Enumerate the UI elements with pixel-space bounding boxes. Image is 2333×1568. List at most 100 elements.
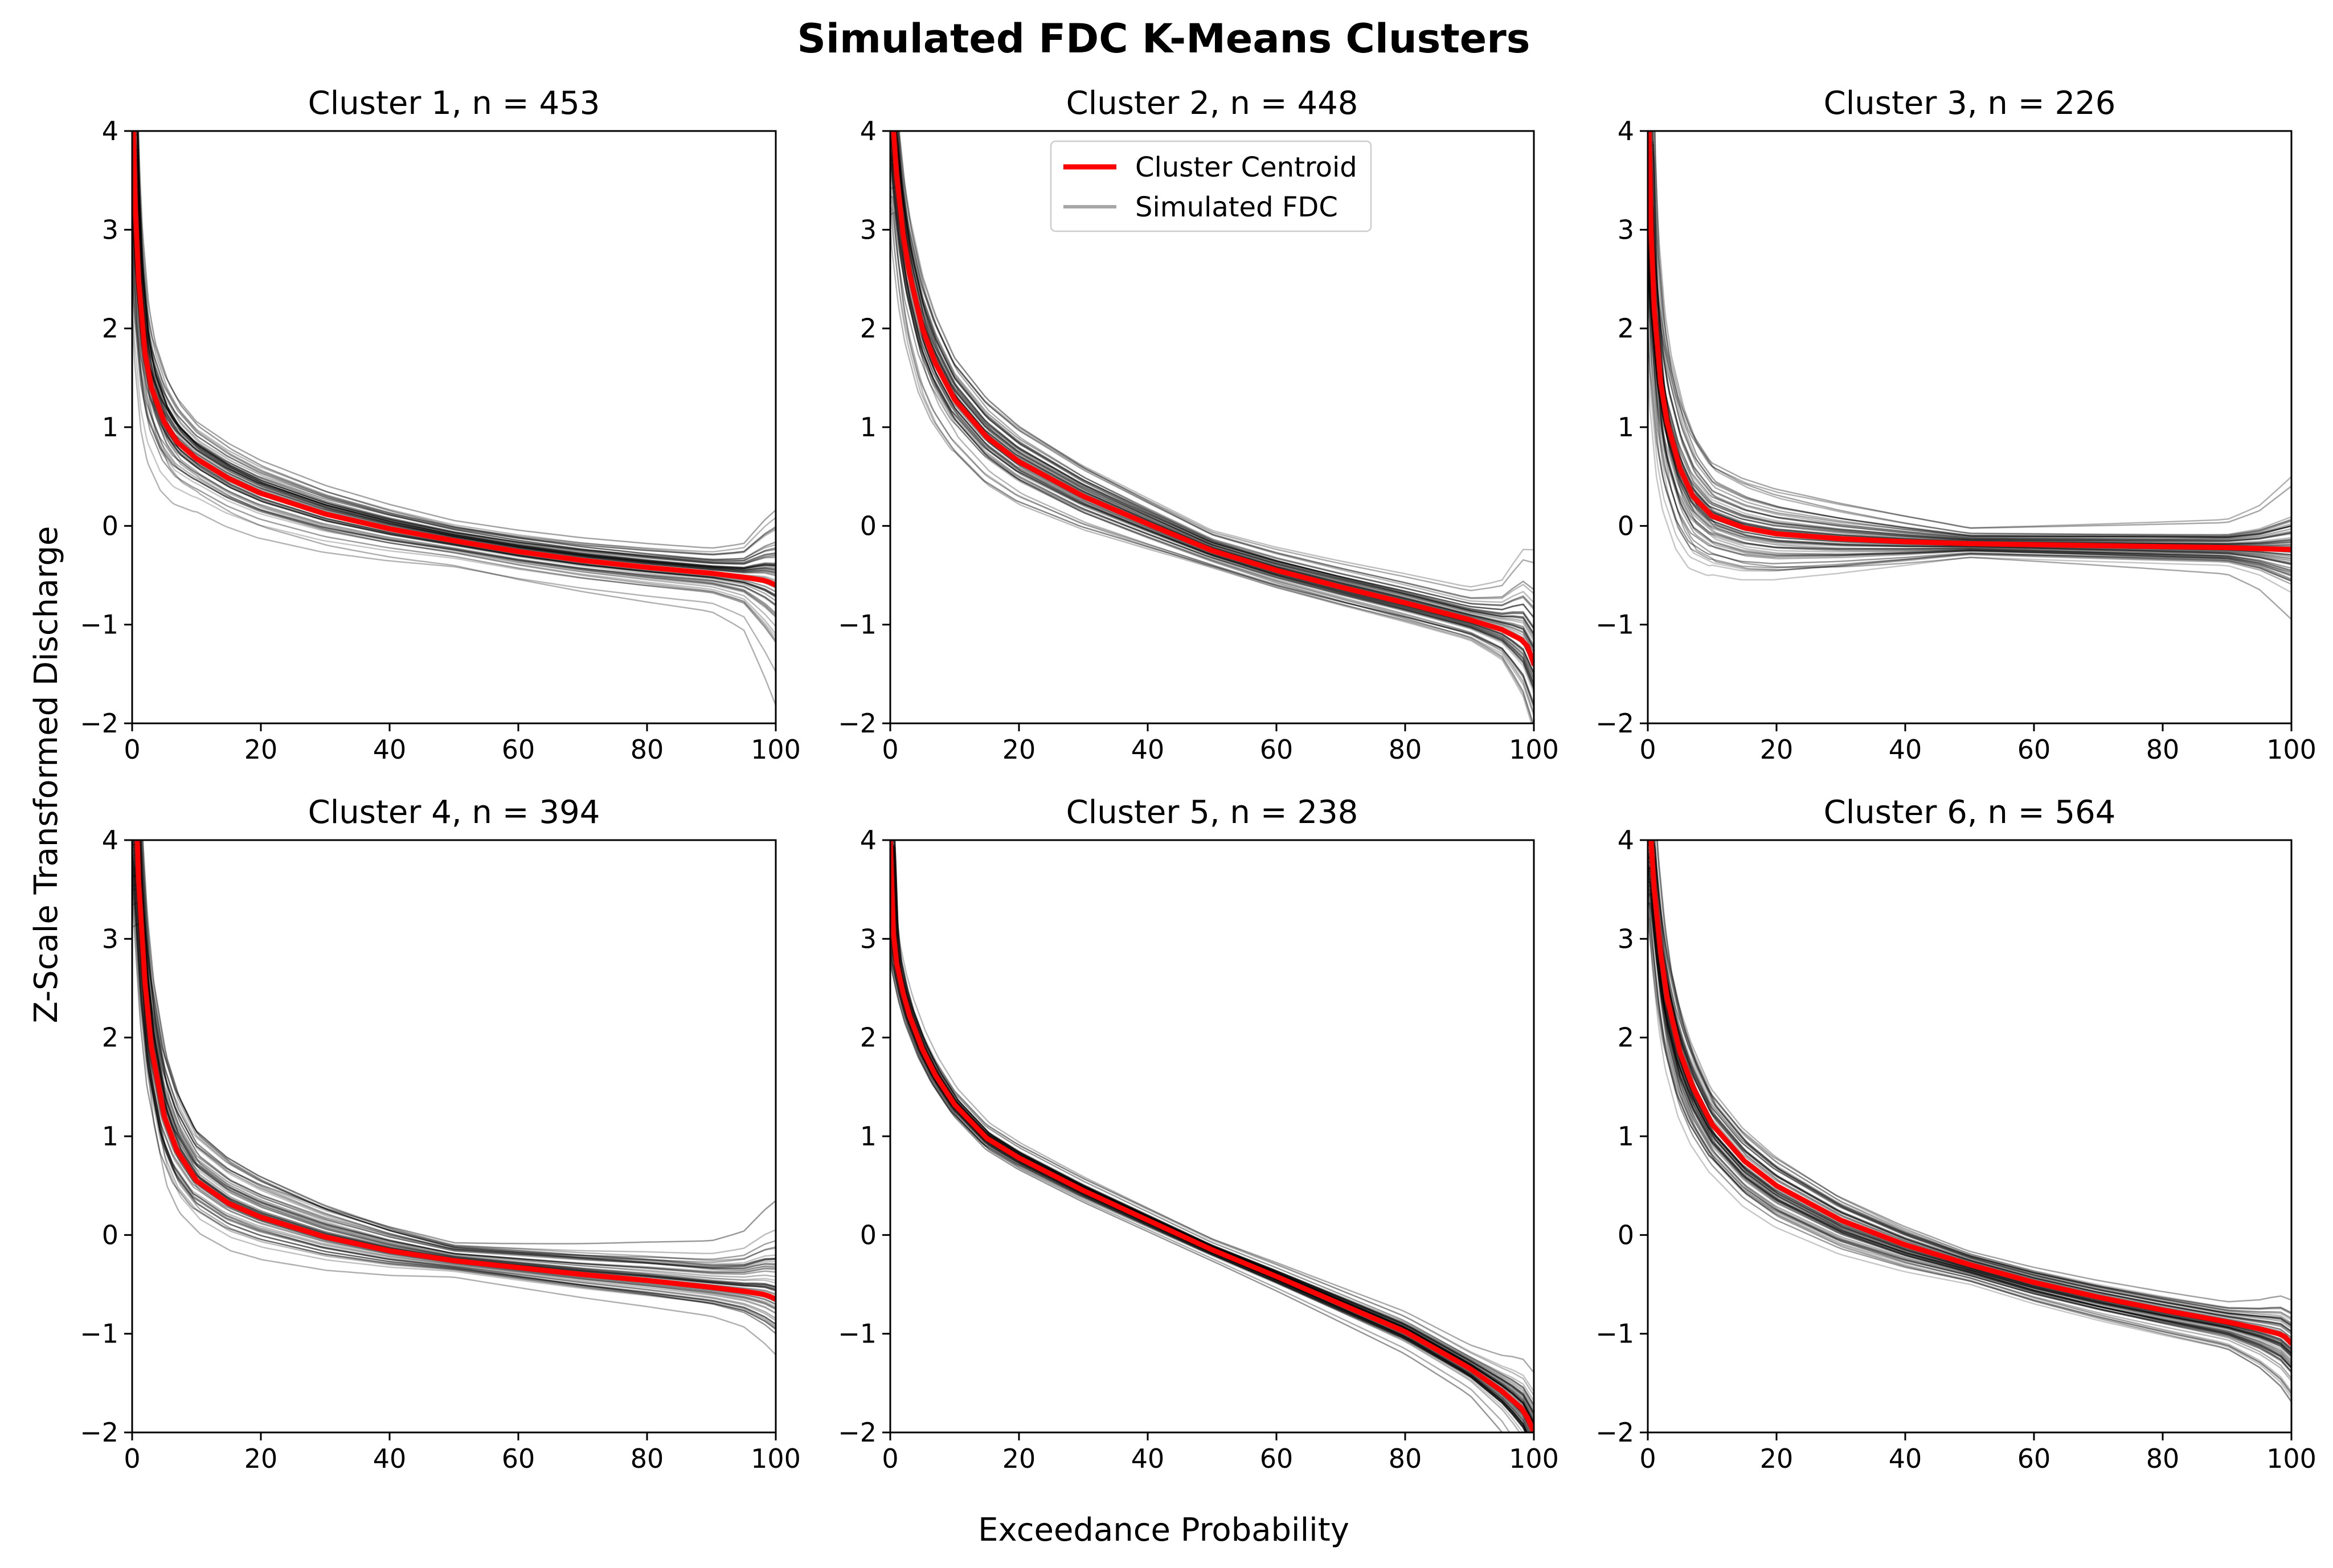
subplot-title: Cluster 2, n = 448	[1066, 85, 1358, 122]
simulated-fdc-line	[895, 131, 1534, 610]
x-tick-label: 60	[502, 734, 535, 765]
x-tick-label: 100	[751, 734, 801, 765]
simulated-fdc-line	[132, 867, 776, 1319]
simulated-fdc-line	[1648, 861, 2291, 1379]
simulated-fdc-line	[890, 159, 1534, 679]
x-tick-label: 40	[373, 734, 407, 765]
y-tick-label: 0	[1618, 510, 1634, 541]
y-tick-label: −1	[80, 609, 118, 640]
x-tick-label: 60	[502, 1443, 535, 1474]
simulated-fdc-line	[1652, 840, 2291, 1338]
simulated-fdc-line	[142, 840, 776, 1274]
legend-box	[1050, 140, 1372, 232]
simulated-fdc-line	[134, 131, 776, 565]
x-tick-label: 0	[1639, 734, 1656, 765]
y-tick-label: 2	[860, 1022, 877, 1053]
simulated-fdc-line	[1648, 131, 2291, 544]
simulated-fdc-line	[1651, 131, 2291, 542]
subplot-title: Cluster 4, n = 394	[308, 794, 600, 831]
simulated-fdc-line	[1648, 206, 2291, 585]
simulated-fdc-line	[890, 913, 1534, 1407]
x-tick-label: 0	[124, 1443, 140, 1474]
simulated-fdc-line	[1648, 145, 2291, 556]
simulated-fdc-line	[1648, 172, 2291, 572]
simulated-fdc-line	[1648, 325, 2291, 573]
simulated-fdc-line	[891, 840, 1534, 1421]
simulated-fdc-line	[140, 840, 776, 1288]
x-tick-label: 20	[244, 734, 278, 765]
subplot-title: Cluster 3, n = 226	[1824, 85, 2116, 122]
cluster-centroid-line	[132, 131, 776, 588]
x-tick-label: 20	[1760, 1443, 1794, 1474]
simulated-fdc-line	[1648, 185, 2291, 620]
y-tick-label: −2	[1595, 1417, 1634, 1448]
simulated-fdc-line	[132, 865, 776, 1315]
simulated-fdc-line	[132, 144, 776, 593]
simulated-fdc-line	[890, 154, 1534, 694]
x-tick-label: 80	[2146, 1443, 2180, 1474]
simulated-fdc-line	[134, 131, 776, 549]
y-tick-label: 2	[1618, 1022, 1634, 1053]
simulated-fdc-line	[137, 131, 776, 552]
simulated-fdc-line	[1648, 855, 2291, 1353]
simulated-fdc-line	[890, 840, 1534, 1373]
simulated-fdc-line	[132, 255, 776, 634]
y-tick-label: 2	[102, 313, 118, 344]
x-tick-label: 20	[1760, 734, 1794, 765]
subplot-title: Cluster 6, n = 564	[1824, 794, 2116, 831]
subplot-title: Cluster 1, n = 453	[308, 85, 600, 122]
simulated-fdc-line	[132, 193, 776, 564]
simulated-fdc-line	[136, 840, 776, 1265]
simulated-fdc-line	[890, 159, 1534, 714]
simulated-fdc-line	[1648, 892, 2291, 1403]
simulated-fdc-line	[132, 187, 776, 575]
simulated-fdc-line	[139, 840, 776, 1292]
simulated-fdc-line	[1648, 131, 2291, 543]
simulated-fdc-line	[898, 131, 1534, 650]
simulated-fdc-line	[894, 131, 1534, 639]
simulated-fdc-line	[137, 131, 776, 574]
simulated-fdc-line	[895, 131, 1534, 636]
simulated-fdc-line	[1649, 840, 2291, 1321]
y-tick-label: 2	[1618, 313, 1634, 344]
y-tick-label: 1	[860, 412, 877, 443]
simulated-fdc-line	[1648, 865, 2291, 1369]
x-tick-label: 100	[2266, 734, 2316, 765]
simulated-fdc-line	[1648, 869, 2291, 1358]
simulated-fdc-line	[894, 840, 1534, 1410]
simulated-fdc-line	[1648, 866, 2291, 1354]
simulated-fdc-line	[137, 840, 776, 1263]
simulated-fdc-line	[136, 840, 776, 1291]
x-tick-label: 60	[2017, 734, 2051, 765]
simulated-fdc-line	[1656, 840, 2291, 1327]
simulated-fdc-line	[1648, 148, 2291, 575]
simulated-fdc-line	[890, 140, 1534, 690]
simulated-fdc-line	[1648, 853, 2291, 1352]
x-tick-label: 80	[1389, 1443, 1422, 1474]
y-tick-label: 3	[860, 214, 877, 245]
x-tick-label: 100	[1509, 734, 1559, 765]
figure-title: Simulated FDC K-Means Clusters	[797, 15, 1530, 62]
simulated-fdc-line	[890, 930, 1534, 1402]
simulated-fdc-line	[136, 131, 776, 570]
simulated-fdc-line	[134, 840, 776, 1282]
simulated-fdc-line	[1649, 840, 2291, 1303]
simulated-fdc-line	[895, 131, 1534, 628]
simulated-fdc-line	[890, 940, 1532, 1432]
simulated-fdc-line	[1648, 162, 2291, 538]
x-tick-label: 40	[1889, 734, 1922, 765]
y-tick-label: 1	[860, 1121, 877, 1152]
simulated-fdc-line	[1648, 173, 2291, 577]
simulated-fdc-line	[1648, 131, 2291, 529]
simulated-fdc-line	[132, 922, 776, 1356]
simulated-fdc-line	[890, 207, 1534, 705]
simulated-fdc-line	[1648, 180, 2291, 558]
simulated-fdc-line	[132, 201, 776, 643]
simulated-fdc-line	[890, 157, 1534, 691]
axes-frame	[131, 130, 777, 724]
simulated-fdc-line	[132, 312, 776, 673]
simulated-fdc-line	[1648, 144, 2291, 564]
simulated-fdc-line	[132, 844, 776, 1305]
